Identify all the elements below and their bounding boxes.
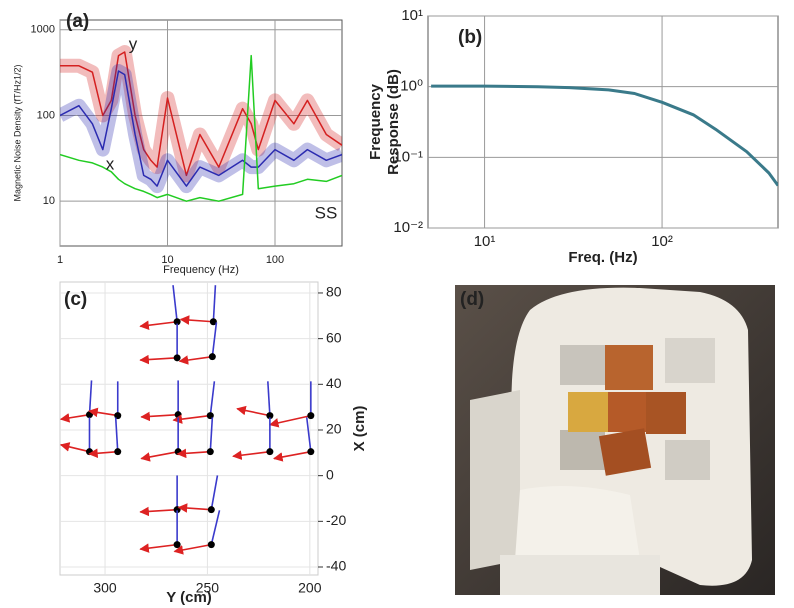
sensor-line bbox=[209, 417, 214, 452]
y-tick-label: 10⁰ bbox=[400, 78, 423, 95]
panel-label: (a) bbox=[66, 11, 89, 32]
series-line bbox=[60, 51, 342, 177]
y-tick-label: 0 bbox=[326, 466, 334, 482]
field-arrow bbox=[139, 543, 178, 553]
sensor-dot bbox=[266, 412, 274, 420]
y-tick-label: 10⁻¹ bbox=[393, 148, 423, 165]
x-tick-label: 100 bbox=[266, 254, 284, 266]
panel-label: (b) bbox=[458, 27, 482, 48]
field-arrow bbox=[173, 543, 212, 555]
x-axis-label: Freq. (Hz) bbox=[568, 249, 637, 266]
sensor-dot bbox=[207, 506, 215, 514]
series-annotation: x bbox=[106, 154, 115, 173]
x-tick-label: 300 bbox=[93, 580, 117, 596]
sensor-line bbox=[305, 417, 312, 452]
x-axis-label: Frequency (Hz) bbox=[163, 264, 239, 276]
field-arrow bbox=[59, 442, 90, 453]
sensor-dot bbox=[207, 541, 215, 549]
field-arrow bbox=[273, 450, 311, 462]
x-tick-label: 250 bbox=[196, 580, 220, 596]
field-arrow bbox=[178, 355, 213, 365]
y-tick-label: 10¹ bbox=[401, 7, 423, 24]
field-arrow bbox=[179, 315, 214, 325]
photo bbox=[455, 285, 775, 595]
series-line bbox=[60, 54, 342, 202]
field-arrow bbox=[177, 503, 212, 513]
sensor-dot bbox=[173, 318, 181, 326]
y-tick-label: 40 bbox=[326, 375, 342, 391]
y-tick-label: 100 bbox=[37, 109, 55, 121]
field-arrow bbox=[232, 450, 270, 460]
sensor-line bbox=[210, 510, 221, 545]
sensor-dot bbox=[206, 412, 214, 420]
sensor-dot bbox=[174, 411, 182, 419]
sensor-line bbox=[209, 381, 216, 416]
series-line bbox=[431, 84, 778, 187]
field-arrow bbox=[236, 405, 271, 417]
field-arrow bbox=[59, 413, 90, 423]
y-axis-label: Frequency bbox=[367, 83, 384, 160]
field-arrow bbox=[268, 414, 312, 428]
sensor-dot bbox=[208, 353, 216, 361]
y-axis-label: X (cm) bbox=[351, 406, 368, 452]
y-tick-label: -40 bbox=[326, 558, 346, 574]
sensor-line bbox=[172, 285, 178, 322]
sensor-line bbox=[212, 285, 217, 322]
panel-label: (c) bbox=[64, 289, 87, 310]
sensor-dot bbox=[307, 412, 315, 420]
field-arrow bbox=[88, 407, 118, 418]
series-line bbox=[60, 70, 342, 187]
sensor-dot bbox=[173, 354, 181, 362]
x-tick-label: 200 bbox=[298, 580, 322, 596]
field-arrow bbox=[139, 320, 178, 331]
y-axis-label: Magnetic Noise Density (fT/Hz1/2) bbox=[12, 64, 22, 201]
field-arrow bbox=[172, 414, 211, 424]
panel-label: (d) bbox=[460, 289, 484, 310]
y-tick-label: 1000 bbox=[31, 24, 55, 36]
x-tick-label: 10 bbox=[161, 254, 173, 266]
y-tick-label: 80 bbox=[326, 284, 342, 300]
y-tick-label: 10⁻² bbox=[393, 219, 423, 236]
sensor-line bbox=[211, 322, 218, 357]
field-arrow bbox=[139, 506, 178, 517]
sensor-line bbox=[210, 475, 219, 510]
sensor-line bbox=[114, 417, 119, 452]
sensor-dot bbox=[114, 448, 122, 456]
field-arrow bbox=[140, 450, 179, 462]
plot-frame bbox=[59, 281, 319, 576]
y-axis-label: Response (dB) bbox=[385, 69, 402, 175]
series-annotation: SS bbox=[315, 203, 338, 222]
y-tick-label: 20 bbox=[326, 421, 342, 437]
series-annotation: y bbox=[129, 34, 138, 53]
plot-clip-group bbox=[431, 84, 778, 187]
field-arrow bbox=[139, 354, 178, 365]
y-tick-label: -20 bbox=[326, 512, 346, 528]
y-tick-label: 60 bbox=[326, 329, 342, 345]
plot-clip-group bbox=[60, 45, 342, 202]
sensor-dot bbox=[114, 412, 122, 420]
sensor-line bbox=[267, 381, 271, 416]
x-tick-label: 1 bbox=[57, 254, 63, 266]
x-tick-label: 10² bbox=[651, 233, 673, 250]
plot-frame bbox=[427, 15, 779, 229]
field-arrow bbox=[88, 448, 118, 459]
field-arrow bbox=[140, 411, 179, 422]
sensor-dot bbox=[173, 541, 181, 549]
sensor-dot bbox=[266, 448, 274, 456]
x-axis-label: Y (cm) bbox=[166, 589, 212, 606]
field-arrow bbox=[176, 448, 211, 459]
sensor-dot bbox=[206, 448, 214, 456]
x-tick-label: 10¹ bbox=[474, 233, 496, 250]
y-tick-label: 10 bbox=[43, 195, 55, 207]
sensor-dot bbox=[209, 318, 217, 326]
sensor-dot bbox=[307, 448, 315, 456]
